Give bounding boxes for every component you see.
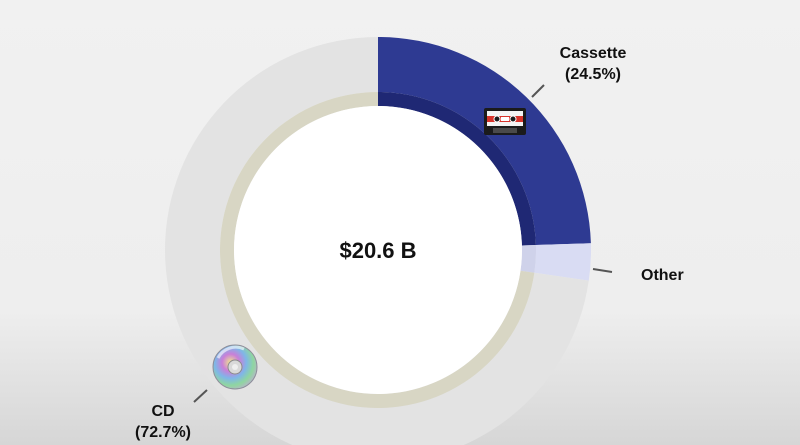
cd-label: CD	[151, 403, 174, 420]
other-label-group: Other	[592, 267, 684, 284]
donut-slices	[165, 37, 591, 445]
inner-ring-segments	[220, 92, 536, 408]
slice-other	[534, 243, 591, 281]
other-label: Other	[641, 267, 684, 284]
cassette-tape-icon	[484, 108, 526, 135]
center-total-label: $20.6 B	[339, 238, 416, 263]
cd-percent-label: (72.7%)	[135, 424, 191, 441]
slice-inner-cassette	[378, 92, 536, 246]
cd-label-group: CD (72.7%)	[135, 389, 208, 441]
other-leader-line	[592, 268, 613, 273]
cassette-label: Cassette	[560, 45, 627, 62]
donut-hole	[234, 106, 522, 394]
slice-cassette	[378, 37, 591, 246]
cassette-leader-line	[531, 84, 545, 98]
slice-inner-other	[520, 245, 536, 273]
cd-leader-line	[193, 389, 208, 403]
cassette-label-group: Cassette (24.5%)	[531, 45, 627, 98]
compact-disc-icon	[212, 344, 258, 390]
cassette-percent-label: (24.5%)	[565, 66, 621, 83]
